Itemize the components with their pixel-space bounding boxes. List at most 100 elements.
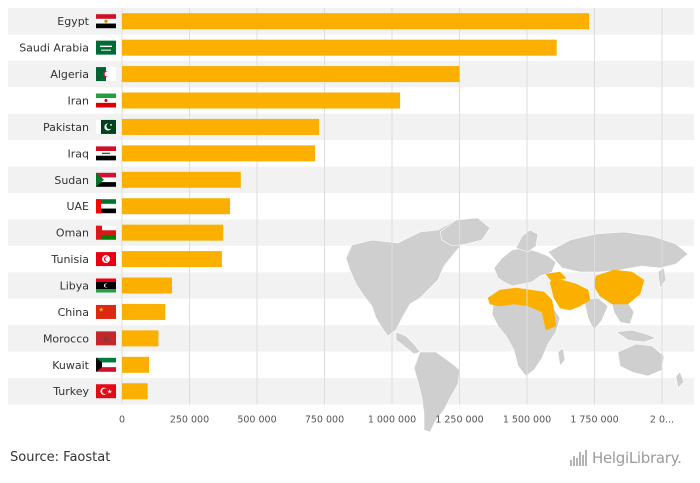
bar-chart: Egypt Saudi Arabia Algeria Iran Pakistan Iraq… xyxy=(8,8,694,433)
category-label: Libya xyxy=(60,280,89,293)
category-label: Pakistan xyxy=(43,121,89,134)
brand-icon xyxy=(570,450,587,466)
brand-text: HelgiLibrary. xyxy=(592,449,682,467)
turkey-flag-icon: ★ xyxy=(96,384,116,399)
bar-oman xyxy=(122,224,224,241)
iraq-flag-icon xyxy=(96,146,116,161)
flag-part xyxy=(96,357,116,363)
map-europe xyxy=(493,247,557,287)
bars xyxy=(122,13,590,400)
bar-libya xyxy=(122,277,172,294)
map-north-america xyxy=(345,217,483,337)
flag-part xyxy=(96,155,116,161)
flag-part xyxy=(96,119,101,134)
bar-algeria xyxy=(122,66,460,83)
flag-part xyxy=(96,23,116,29)
flag-part xyxy=(96,289,116,293)
iran-flag-icon xyxy=(96,93,116,108)
flag-part xyxy=(96,40,116,55)
flag-part xyxy=(105,283,109,288)
flag-part xyxy=(100,45,112,48)
flag-part xyxy=(96,172,104,187)
map-central-america xyxy=(395,331,421,355)
x-tick-label: 1 250 000 xyxy=(435,414,483,425)
bar-egypt xyxy=(122,13,590,30)
flag-part xyxy=(105,256,110,262)
flag-part xyxy=(96,14,116,19)
x-tick-label: 2 0... xyxy=(650,414,674,425)
category-label: Saudi Arabia xyxy=(19,42,89,55)
bar-china xyxy=(122,303,166,320)
map-turkey-highlight xyxy=(545,271,567,283)
bar-iraq xyxy=(122,145,316,162)
flags: ★ ☆ ★ xyxy=(96,14,116,399)
map-madagascar xyxy=(557,347,566,367)
category-label: UAE xyxy=(66,200,89,213)
saudi-arabia-flag-icon xyxy=(96,40,116,55)
uae-flag-icon xyxy=(96,199,116,214)
flag-part xyxy=(106,67,116,82)
bar-morocco xyxy=(122,330,159,347)
category-label: Iran xyxy=(68,95,90,108)
flag-part xyxy=(102,152,110,155)
map-india xyxy=(583,297,609,331)
category-label: Morocco xyxy=(43,332,89,345)
flag-part xyxy=(96,367,116,372)
flag-part xyxy=(101,49,111,51)
map-indonesia xyxy=(615,329,657,343)
flag-part xyxy=(96,199,101,214)
flag-part xyxy=(106,123,113,130)
flag-part xyxy=(96,203,116,209)
x-tick-label: 1 000 000 xyxy=(368,414,416,425)
bar-tunisia xyxy=(122,251,222,268)
libya-flag-icon xyxy=(96,278,116,293)
x-tick-label: 750 000 xyxy=(305,414,344,425)
map-new-zealand xyxy=(675,371,685,389)
map-greenland xyxy=(439,217,491,247)
kuwait-flag-icon xyxy=(96,357,116,372)
tunisia-flag-icon xyxy=(96,252,116,267)
flag-part xyxy=(96,278,116,283)
map-russia xyxy=(547,231,689,273)
bar-pakistan xyxy=(122,118,320,135)
flag-part xyxy=(102,234,116,240)
flag-part xyxy=(96,93,116,99)
flag-part xyxy=(96,102,116,108)
flag-part xyxy=(104,71,110,77)
category-label: Algeria xyxy=(50,68,89,81)
flag-part xyxy=(104,19,108,23)
flag-part xyxy=(96,362,116,368)
x-tick-label: 0 xyxy=(119,414,125,425)
flag-part xyxy=(102,388,108,395)
pakistan-flag-icon xyxy=(96,119,116,134)
category-label: Egypt xyxy=(57,15,89,28)
map-middle-east-highlight xyxy=(549,279,591,311)
world-map xyxy=(345,217,689,433)
x-tick-label: 500 000 xyxy=(237,414,276,425)
flag-part xyxy=(96,304,116,319)
map-highlighted-countries xyxy=(487,269,645,331)
algeria-flag-icon xyxy=(96,67,116,82)
x-tick-label: 250 000 xyxy=(170,414,209,425)
flag-part xyxy=(96,199,116,204)
category-label: Oman xyxy=(56,227,89,240)
flag-part: ★ xyxy=(99,306,104,313)
source-note: Source: Faostat xyxy=(10,450,111,465)
x-tick-label: 1 750 000 xyxy=(570,414,618,425)
map-china-highlight xyxy=(593,269,645,305)
category-label: Kuwait xyxy=(52,359,89,372)
flag-part xyxy=(96,208,116,214)
bar-saudi-arabia xyxy=(122,39,557,56)
flag-part xyxy=(96,182,116,187)
flag-part xyxy=(96,146,116,152)
flag-part xyxy=(96,225,102,240)
category-label: Sudan xyxy=(54,174,89,187)
x-axis-ticks: 0 250 000 500 000 750 000 1 000 000 1 250 000… xyxy=(119,414,674,425)
flag-part xyxy=(96,172,116,178)
flag-part xyxy=(102,230,116,236)
flag-part xyxy=(96,67,106,82)
bar-kuwait xyxy=(122,356,149,373)
flag-part: ★ xyxy=(107,389,112,396)
flag-part: ☆ xyxy=(102,334,109,343)
category-label: Tunisia xyxy=(50,253,89,266)
